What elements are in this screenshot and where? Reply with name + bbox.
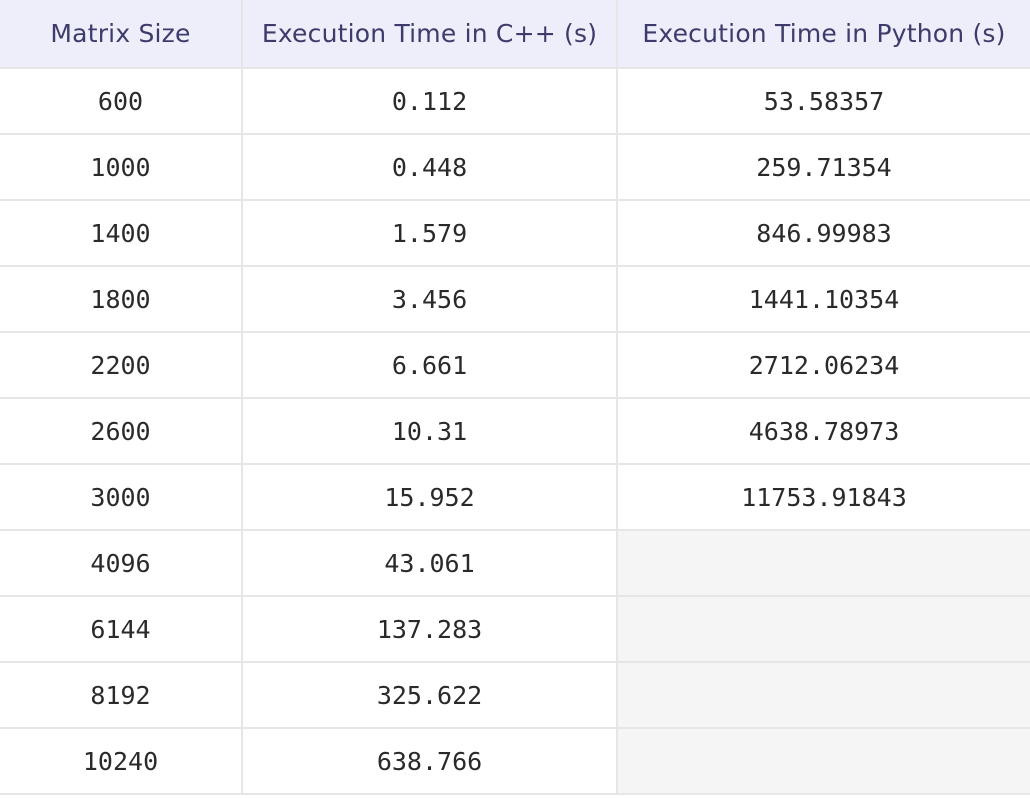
matrix-size-cell: 4096 <box>0 529 243 597</box>
matrix-size-cell: 10240 <box>0 727 243 795</box>
table-row: 600 0.112 53.58357 <box>0 67 1030 135</box>
python-time-cell: 1441.10354 <box>616 265 1030 333</box>
cpp-time-cell: 43.061 <box>241 529 618 597</box>
python-time-cell: 4638.78973 <box>616 397 1030 465</box>
table-row: 6144 137.283 <box>0 595 1030 663</box>
python-time-cell: 11753.91843 <box>616 463 1030 531</box>
table-row: 2200 6.661 2712.06234 <box>0 331 1030 399</box>
cpp-time-cell: 0.448 <box>241 133 618 201</box>
table-row: 3000 15.952 11753.91843 <box>0 463 1030 531</box>
matrix-size-cell: 3000 <box>0 463 243 531</box>
matrix-size-cell: 2200 <box>0 331 243 399</box>
cpp-time-cell: 0.112 <box>241 67 618 135</box>
matrix-size-cell: 1400 <box>0 199 243 267</box>
table-row: 10240 638.766 <box>0 727 1030 795</box>
python-time-cell <box>616 595 1030 663</box>
cpp-time-cell: 137.283 <box>241 595 618 663</box>
python-time-cell: 2712.06234 <box>616 331 1030 399</box>
cpp-time-cell: 6.661 <box>241 331 618 399</box>
table-row: 1000 0.448 259.71354 <box>0 133 1030 201</box>
python-time-cell <box>616 661 1030 729</box>
cpp-time-cell: 325.622 <box>241 661 618 729</box>
matrix-size-cell: 2600 <box>0 397 243 465</box>
matrix-size-cell: 6144 <box>0 595 243 663</box>
header-matrix-size: Matrix Size <box>0 0 243 69</box>
table-row: 2600 10.31 4638.78973 <box>0 397 1030 465</box>
cpp-time-cell: 1.579 <box>241 199 618 267</box>
python-time-cell <box>616 529 1030 597</box>
matrix-size-cell: 1800 <box>0 265 243 333</box>
table-header: Matrix Size Execution Time in C++ (s) Ex… <box>0 0 1030 69</box>
cpp-time-cell: 10.31 <box>241 397 618 465</box>
matrix-size-cell: 1000 <box>0 133 243 201</box>
matrix-size-cell: 8192 <box>0 661 243 729</box>
header-cpp-time: Execution Time in C++ (s) <box>241 0 618 69</box>
header-row: Matrix Size Execution Time in C++ (s) Ex… <box>0 0 1030 69</box>
table-row: 4096 43.061 <box>0 529 1030 597</box>
python-time-cell: 259.71354 <box>616 133 1030 201</box>
matrix-size-cell: 600 <box>0 67 243 135</box>
python-time-cell <box>616 727 1030 795</box>
python-time-cell: 846.99983 <box>616 199 1030 267</box>
cpp-time-cell: 15.952 <box>241 463 618 531</box>
table-row: 1400 1.579 846.99983 <box>0 199 1030 267</box>
table-row: 1800 3.456 1441.10354 <box>0 265 1030 333</box>
table-body: 600 0.112 53.58357 1000 0.448 259.71354 1400 1.… <box>0 67 1030 795</box>
table-row: 8192 325.622 <box>0 661 1030 729</box>
cpp-time-cell: 3.456 <box>241 265 618 333</box>
cpp-time-cell: 638.766 <box>241 727 618 795</box>
python-time-cell: 53.58357 <box>616 67 1030 135</box>
header-python-time: Execution Time in Python (s) <box>616 0 1030 69</box>
